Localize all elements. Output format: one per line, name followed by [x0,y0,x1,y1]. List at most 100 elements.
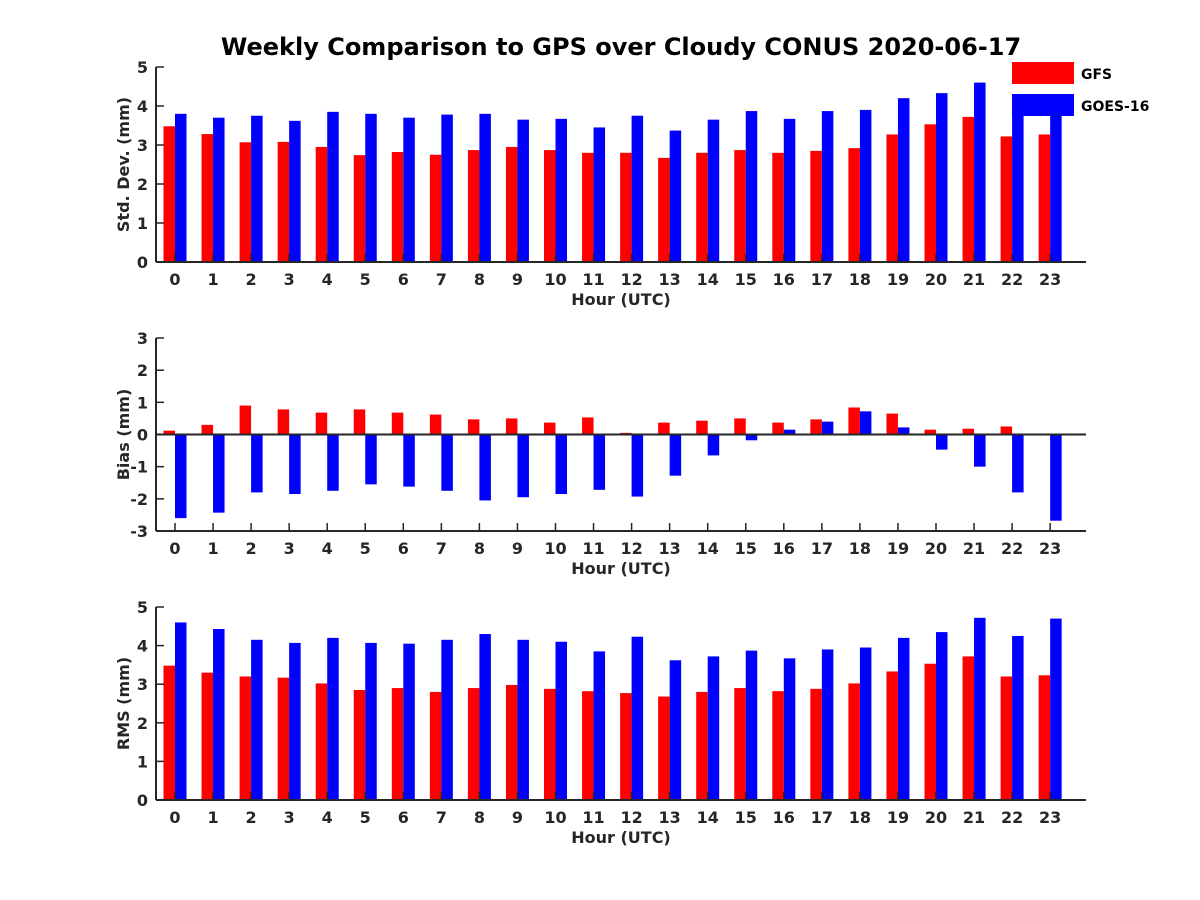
bar-gfs-hour-12 [620,152,632,262]
bar-gfs-hour-16 [772,152,784,262]
bar-goes-16-hour-1 [213,117,225,262]
x-tick-label: 3 [284,270,295,289]
bar-gfs-hour-1 [201,672,214,800]
bar-gfs-hour-4 [315,412,328,435]
bar-goes-16-hour-22 [1012,111,1024,262]
legend-label: GFS [1081,67,1112,83]
bar-goes-16-hour-11 [593,434,606,490]
bar-gfs-hour-7 [429,414,442,435]
x-tick-label: 22 [1001,539,1023,558]
bar-gfs-hour-3 [277,409,290,435]
bar-gfs-hour-13 [658,157,670,262]
x-tick-label: 9 [512,808,523,827]
bar-gfs-hour-14 [696,152,708,262]
bar-gfs-hour-0 [163,126,175,262]
bar-goes-16-hour-23 [1050,113,1062,262]
x-tick-label: 6 [398,808,409,827]
bar-goes-16-hour-5 [365,434,377,485]
x-tick-label: 15 [735,539,757,558]
bar-gfs-hour-10 [544,422,556,435]
bar-gfs-hour-9 [505,418,518,435]
x-tick-label: 23 [1039,539,1061,558]
bar-goes-16-hour-3 [289,434,301,495]
x-tick-label: 14 [697,539,719,558]
x-tick-label: 17 [811,270,833,289]
legend-item-goes-16: GOES-16 [1012,94,1149,116]
bar-goes-16-hour-7 [441,114,453,262]
bar-goes-16-hour-12 [631,636,644,800]
x-tick-label: 20 [925,808,947,827]
x-tick-label: 5 [360,270,371,289]
y-tick-label: 2 [137,361,148,380]
bar-gfs-hour-5 [353,689,366,800]
bar-goes-16-hour-13 [669,434,682,476]
bar-gfs-hour-17 [810,688,822,800]
bar-gfs-hour-21 [962,428,975,435]
bar-gfs-hour-9 [505,684,518,800]
legend-item-gfs: GFS [1012,62,1112,84]
bar-goes-16-hour-0 [175,434,187,519]
chart-title: Weekly Comparison to GPS over Cloudy CON… [221,33,1021,61]
y-tick-label: 4 [137,637,148,656]
x-tick-label: 5 [360,808,371,827]
x-tick-label: 12 [620,270,642,289]
bar-goes-16-hour-21 [974,434,986,467]
bar-goes-16-hour-13 [669,130,682,262]
x-tick-label: 0 [169,539,180,558]
x-tick-label: 12 [620,539,642,558]
bar-goes-16-hour-3 [289,120,301,262]
bar-goes-16-hour-5 [365,642,377,800]
bar-goes-16-hour-2 [251,639,263,800]
legend: GFS GOES-16 [1012,62,1149,116]
x-tick-label: 10 [544,808,566,827]
x-tick-label: 9 [512,539,523,558]
bar-gfs-hour-19 [886,671,898,800]
bar-gfs-hour-2 [239,142,252,262]
bar-goes-16-hour-10 [555,434,567,495]
bar-goes-16-hour-0 [175,622,187,800]
bar-gfs-hour-1 [201,424,214,435]
x-tick-label: 5 [360,539,371,558]
bar-goes-16-hour-14 [707,434,720,456]
x-tick-label: 1 [207,808,218,827]
x-tick-label: 1 [207,539,218,558]
bar-goes-16-hour-10 [555,118,567,263]
bar-goes-16-hour-20 [936,93,948,262]
bar-goes-16-hour-2 [251,434,263,493]
y-tick-label: -2 [130,490,148,509]
bar-goes-16-hour-1 [213,434,225,513]
bar-gfs-hour-5 [353,155,366,262]
x-tick-label: 16 [773,270,795,289]
bar-gfs-hour-0 [163,430,175,435]
bar-goes-16-hour-12 [631,434,644,497]
y-tick-label: 2 [137,714,148,733]
bar-goes-16-hour-3 [289,642,301,800]
x-tick-label: 20 [925,539,947,558]
y-tick-label: 0 [137,426,148,445]
x-tick-label: 11 [582,270,604,289]
bar-gfs-hour-21 [962,656,975,800]
x-tick-label: 17 [811,808,833,827]
x-axis-label: Hour (UTC) [571,559,671,578]
bar-gfs-hour-18 [848,148,860,262]
bar-goes-16-hour-13 [669,660,682,800]
bar-gfs-hour-6 [391,688,404,800]
x-tick-label: 23 [1039,270,1061,289]
bar-gfs-hour-4 [315,683,328,800]
bar-gfs-hour-17 [810,419,822,435]
bar-gfs-hour-18 [848,683,860,800]
x-tick-label: 20 [925,270,947,289]
x-tick-label: 13 [659,539,681,558]
bar-goes-16-hour-6 [403,117,415,262]
bar-gfs-hour-19 [886,413,898,435]
x-tick-label: 21 [963,808,985,827]
legend-swatch [1012,94,1074,116]
bar-goes-16-hour-21 [974,82,986,262]
y-tick-label: 3 [137,675,148,694]
bar-gfs-hour-6 [391,152,404,262]
bar-gfs-hour-23 [1038,134,1051,262]
x-tick-label: 2 [246,539,257,558]
bar-gfs-hour-5 [353,409,366,435]
bar-gfs-hour-15 [734,688,746,800]
